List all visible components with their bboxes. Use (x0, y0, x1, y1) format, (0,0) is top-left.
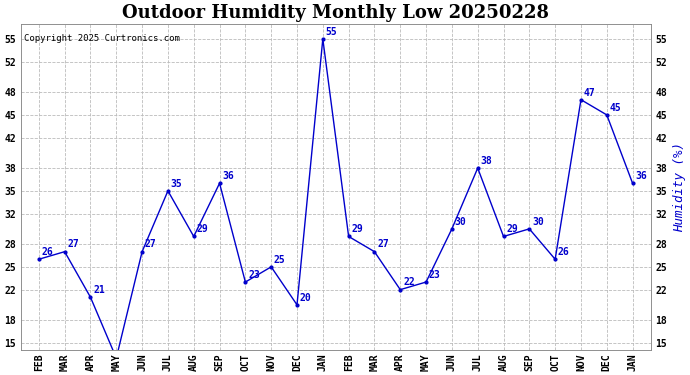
Text: 36: 36 (635, 171, 647, 181)
Text: 23: 23 (248, 270, 260, 280)
Text: 30: 30 (532, 217, 544, 227)
Text: 20: 20 (299, 292, 311, 303)
Text: 27: 27 (145, 240, 157, 249)
Text: 35: 35 (170, 179, 182, 189)
Text: Copyright 2025 Curtronics.com: Copyright 2025 Curtronics.com (24, 33, 180, 42)
Text: 27: 27 (377, 240, 389, 249)
Text: 25: 25 (274, 255, 286, 265)
Text: 30: 30 (455, 217, 466, 227)
Text: 47: 47 (584, 87, 595, 98)
Text: 26: 26 (41, 247, 53, 257)
Text: 13: 13 (0, 374, 1, 375)
Text: 36: 36 (222, 171, 234, 181)
Y-axis label: Humidity (%): Humidity (%) (673, 142, 686, 232)
Title: Outdoor Humidity Monthly Low 20250228: Outdoor Humidity Monthly Low 20250228 (122, 4, 549, 22)
Text: 29: 29 (506, 224, 518, 234)
Text: 26: 26 (558, 247, 570, 257)
Text: 22: 22 (403, 278, 415, 288)
Text: 38: 38 (480, 156, 492, 166)
Text: 29: 29 (197, 224, 208, 234)
Text: 45: 45 (609, 103, 621, 113)
Text: 55: 55 (326, 27, 337, 37)
Text: 29: 29 (351, 224, 363, 234)
Text: 23: 23 (429, 270, 441, 280)
Text: 21: 21 (93, 285, 105, 295)
Text: 27: 27 (68, 240, 79, 249)
